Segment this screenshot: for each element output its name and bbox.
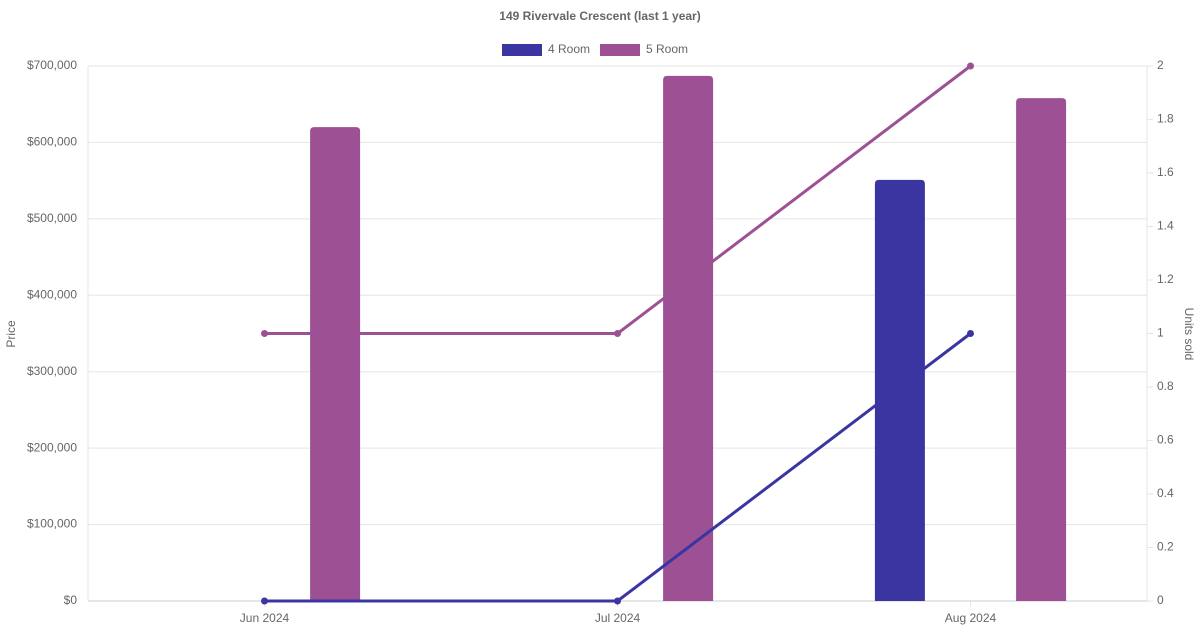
legend-swatch bbox=[600, 44, 640, 56]
y2-tick-label: 1 bbox=[1157, 326, 1164, 340]
y-tick-label: $0 bbox=[64, 593, 78, 607]
units-point bbox=[614, 330, 621, 337]
y-tick-label: $300,000 bbox=[27, 364, 77, 378]
y2-tick-label: 0.4 bbox=[1157, 486, 1174, 500]
y2-tick-label: 0.6 bbox=[1157, 433, 1174, 447]
legend-swatch bbox=[502, 44, 542, 56]
y2-axis-title: Units sold bbox=[1182, 308, 1196, 361]
chart-title: 149 Rivervale Crescent (last 1 year) bbox=[499, 9, 700, 23]
units-point bbox=[614, 597, 621, 605]
units-line bbox=[264, 332, 972, 603]
y2-tick-label: 1.6 bbox=[1157, 165, 1174, 179]
x-tick-label: Aug 2024 bbox=[945, 611, 997, 625]
units-point bbox=[261, 330, 268, 337]
y-tick-label: $200,000 bbox=[27, 440, 77, 454]
y-tick-label: $500,000 bbox=[27, 211, 77, 225]
y-tick-label: $100,000 bbox=[27, 517, 77, 531]
x-tick-label: Jun 2024 bbox=[240, 611, 290, 625]
x-tick-label: Jul 2024 bbox=[595, 611, 641, 625]
bar bbox=[1016, 98, 1067, 601]
y-tick-label: $700,000 bbox=[27, 58, 77, 72]
units-line bbox=[264, 64, 972, 335]
y2-tick-label: 2 bbox=[1157, 58, 1164, 72]
y2-tick-label: 1.2 bbox=[1157, 272, 1174, 286]
y2-tick-label: 0.8 bbox=[1157, 379, 1174, 393]
y2-tick-label: 1.4 bbox=[1157, 219, 1174, 233]
units-point bbox=[261, 597, 268, 605]
y2-tick-label: 0 bbox=[1157, 593, 1164, 607]
y-axis-title: Price bbox=[4, 320, 18, 348]
y-tick-label: $600,000 bbox=[27, 135, 77, 149]
bar bbox=[874, 179, 925, 601]
y-tick-label: $400,000 bbox=[27, 287, 77, 301]
y2-tick-label: 0.2 bbox=[1157, 540, 1174, 554]
units-point bbox=[967, 330, 974, 337]
bar bbox=[310, 127, 361, 602]
legend-label: 5 Room bbox=[646, 42, 688, 56]
units-point bbox=[967, 62, 974, 70]
y2-tick-label: 1.8 bbox=[1157, 112, 1174, 126]
legend-label: 4 Room bbox=[548, 42, 590, 56]
bar bbox=[663, 75, 714, 601]
